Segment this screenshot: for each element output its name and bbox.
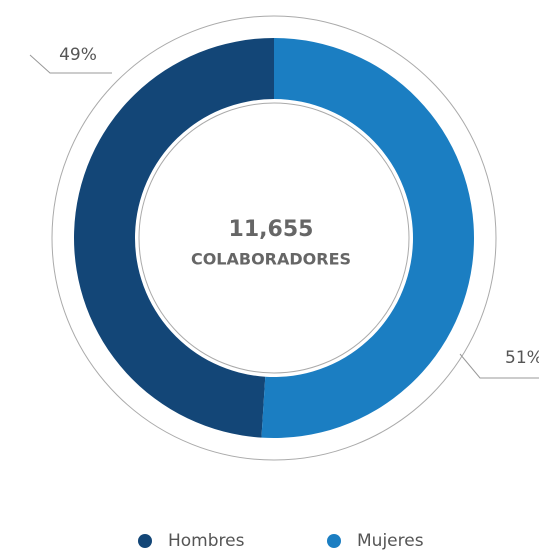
outer-ring [51,15,497,461]
donut [74,37,475,439]
value-label: 49% [59,45,97,65]
donut-slice [261,37,475,439]
inner-ring [138,102,410,374]
donut-slice [74,38,274,438]
leader-line [459,353,539,379]
leader-line [29,54,112,74]
legend-marker [138,534,152,548]
legend-label: Hombres [168,531,245,550]
center-value: 11,655 [229,217,314,242]
center-subtitle: COLABORADORES [191,250,351,269]
legend-label: Mujeres [357,531,424,550]
value-label: 51% [505,348,539,368]
legend-marker [327,534,341,548]
